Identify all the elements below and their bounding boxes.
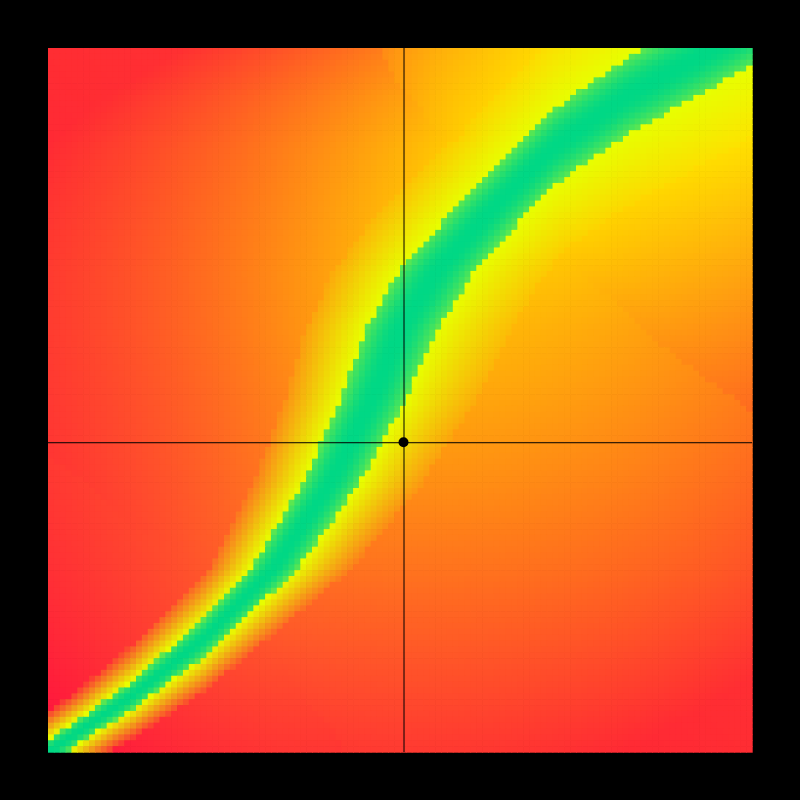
bottleneck-heatmap [0,0,800,800]
